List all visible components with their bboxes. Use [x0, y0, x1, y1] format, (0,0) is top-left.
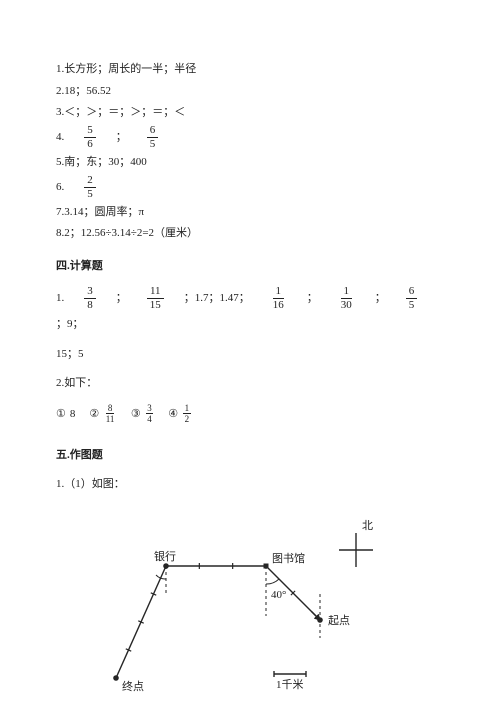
prefix: 6.: [56, 178, 64, 197]
answer-line-2: 2.18；56.52: [56, 82, 444, 101]
text: 2.18；56.52: [56, 82, 111, 101]
fraction: 34: [146, 404, 154, 424]
fraction: 12: [183, 404, 191, 424]
svg-text:终点: 终点: [122, 679, 144, 693]
fraction: 56: [84, 125, 96, 150]
section-4-title: 四.计算题: [56, 257, 444, 276]
fraction: 65: [406, 286, 418, 311]
calc-line-2: 2.如下：: [56, 374, 444, 393]
calc-line-1b: 15；5: [56, 345, 444, 364]
svg-text:北: 北: [362, 519, 373, 532]
text: 3.＜；＞；＝；＞；＝；＜: [56, 103, 185, 122]
diagram: 北 40° 银行 图书馆起点终点 1千米: [56, 504, 426, 699]
fraction: 811: [104, 404, 116, 424]
text: 1.长方形；周长的一半；半径: [56, 60, 196, 79]
fraction: 65: [147, 125, 159, 150]
answer-line-3: 3.＜；＞；＝；＞；＝；＜: [56, 103, 444, 122]
text: 5.南；东；30；400: [56, 153, 147, 172]
prefix: 4.: [56, 128, 64, 147]
draw-line-1: 1.（1）如图：: [56, 475, 444, 494]
sep: ；: [116, 128, 127, 147]
circled-1: ①: [56, 405, 66, 424]
fraction: 25: [84, 175, 96, 200]
answer-line-8: 8.2；12.56÷3.14÷2=2（厘米）: [56, 224, 444, 243]
answer-line-7: 7.3.14；圆周率；π: [56, 203, 444, 222]
answer-line-4: 4. 56 ； 65: [56, 125, 444, 150]
text: 8.2；12.56÷3.14÷2=2（厘米）: [56, 224, 198, 243]
fraction: 130: [338, 286, 355, 311]
answer-line-1: 1.长方形；周长的一半；半径: [56, 60, 444, 79]
svg-text:起点: 起点: [328, 614, 350, 627]
svg-text:银行: 银行: [154, 549, 176, 563]
text: 7.3.14；圆周率；π: [56, 203, 144, 222]
svg-text:40°: 40°: [271, 589, 286, 601]
fraction: 38: [84, 286, 96, 311]
calc-line-1: 1. 38 ； 1115 ；1.7；1.47； 116 ； 130 ； 65 ；…: [56, 286, 444, 334]
svg-text:图书馆: 图书馆: [272, 551, 305, 565]
circled-answers: ① 8 ② 811 ③ 34 ④ 12: [56, 404, 444, 424]
circled-3: ③: [131, 405, 141, 424]
svg-text:1千米: 1千米: [276, 678, 304, 691]
fraction: 1115: [147, 286, 164, 311]
answer-line-6: 6. 25: [56, 175, 444, 200]
fraction: 116: [270, 286, 287, 311]
section-5-title: 五.作图题: [56, 446, 444, 465]
circled-2: ②: [89, 405, 99, 424]
prefix: 1.: [56, 289, 64, 308]
circled-4: ④: [168, 405, 178, 424]
answer-line-5: 5.南；东；30；400: [56, 153, 444, 172]
